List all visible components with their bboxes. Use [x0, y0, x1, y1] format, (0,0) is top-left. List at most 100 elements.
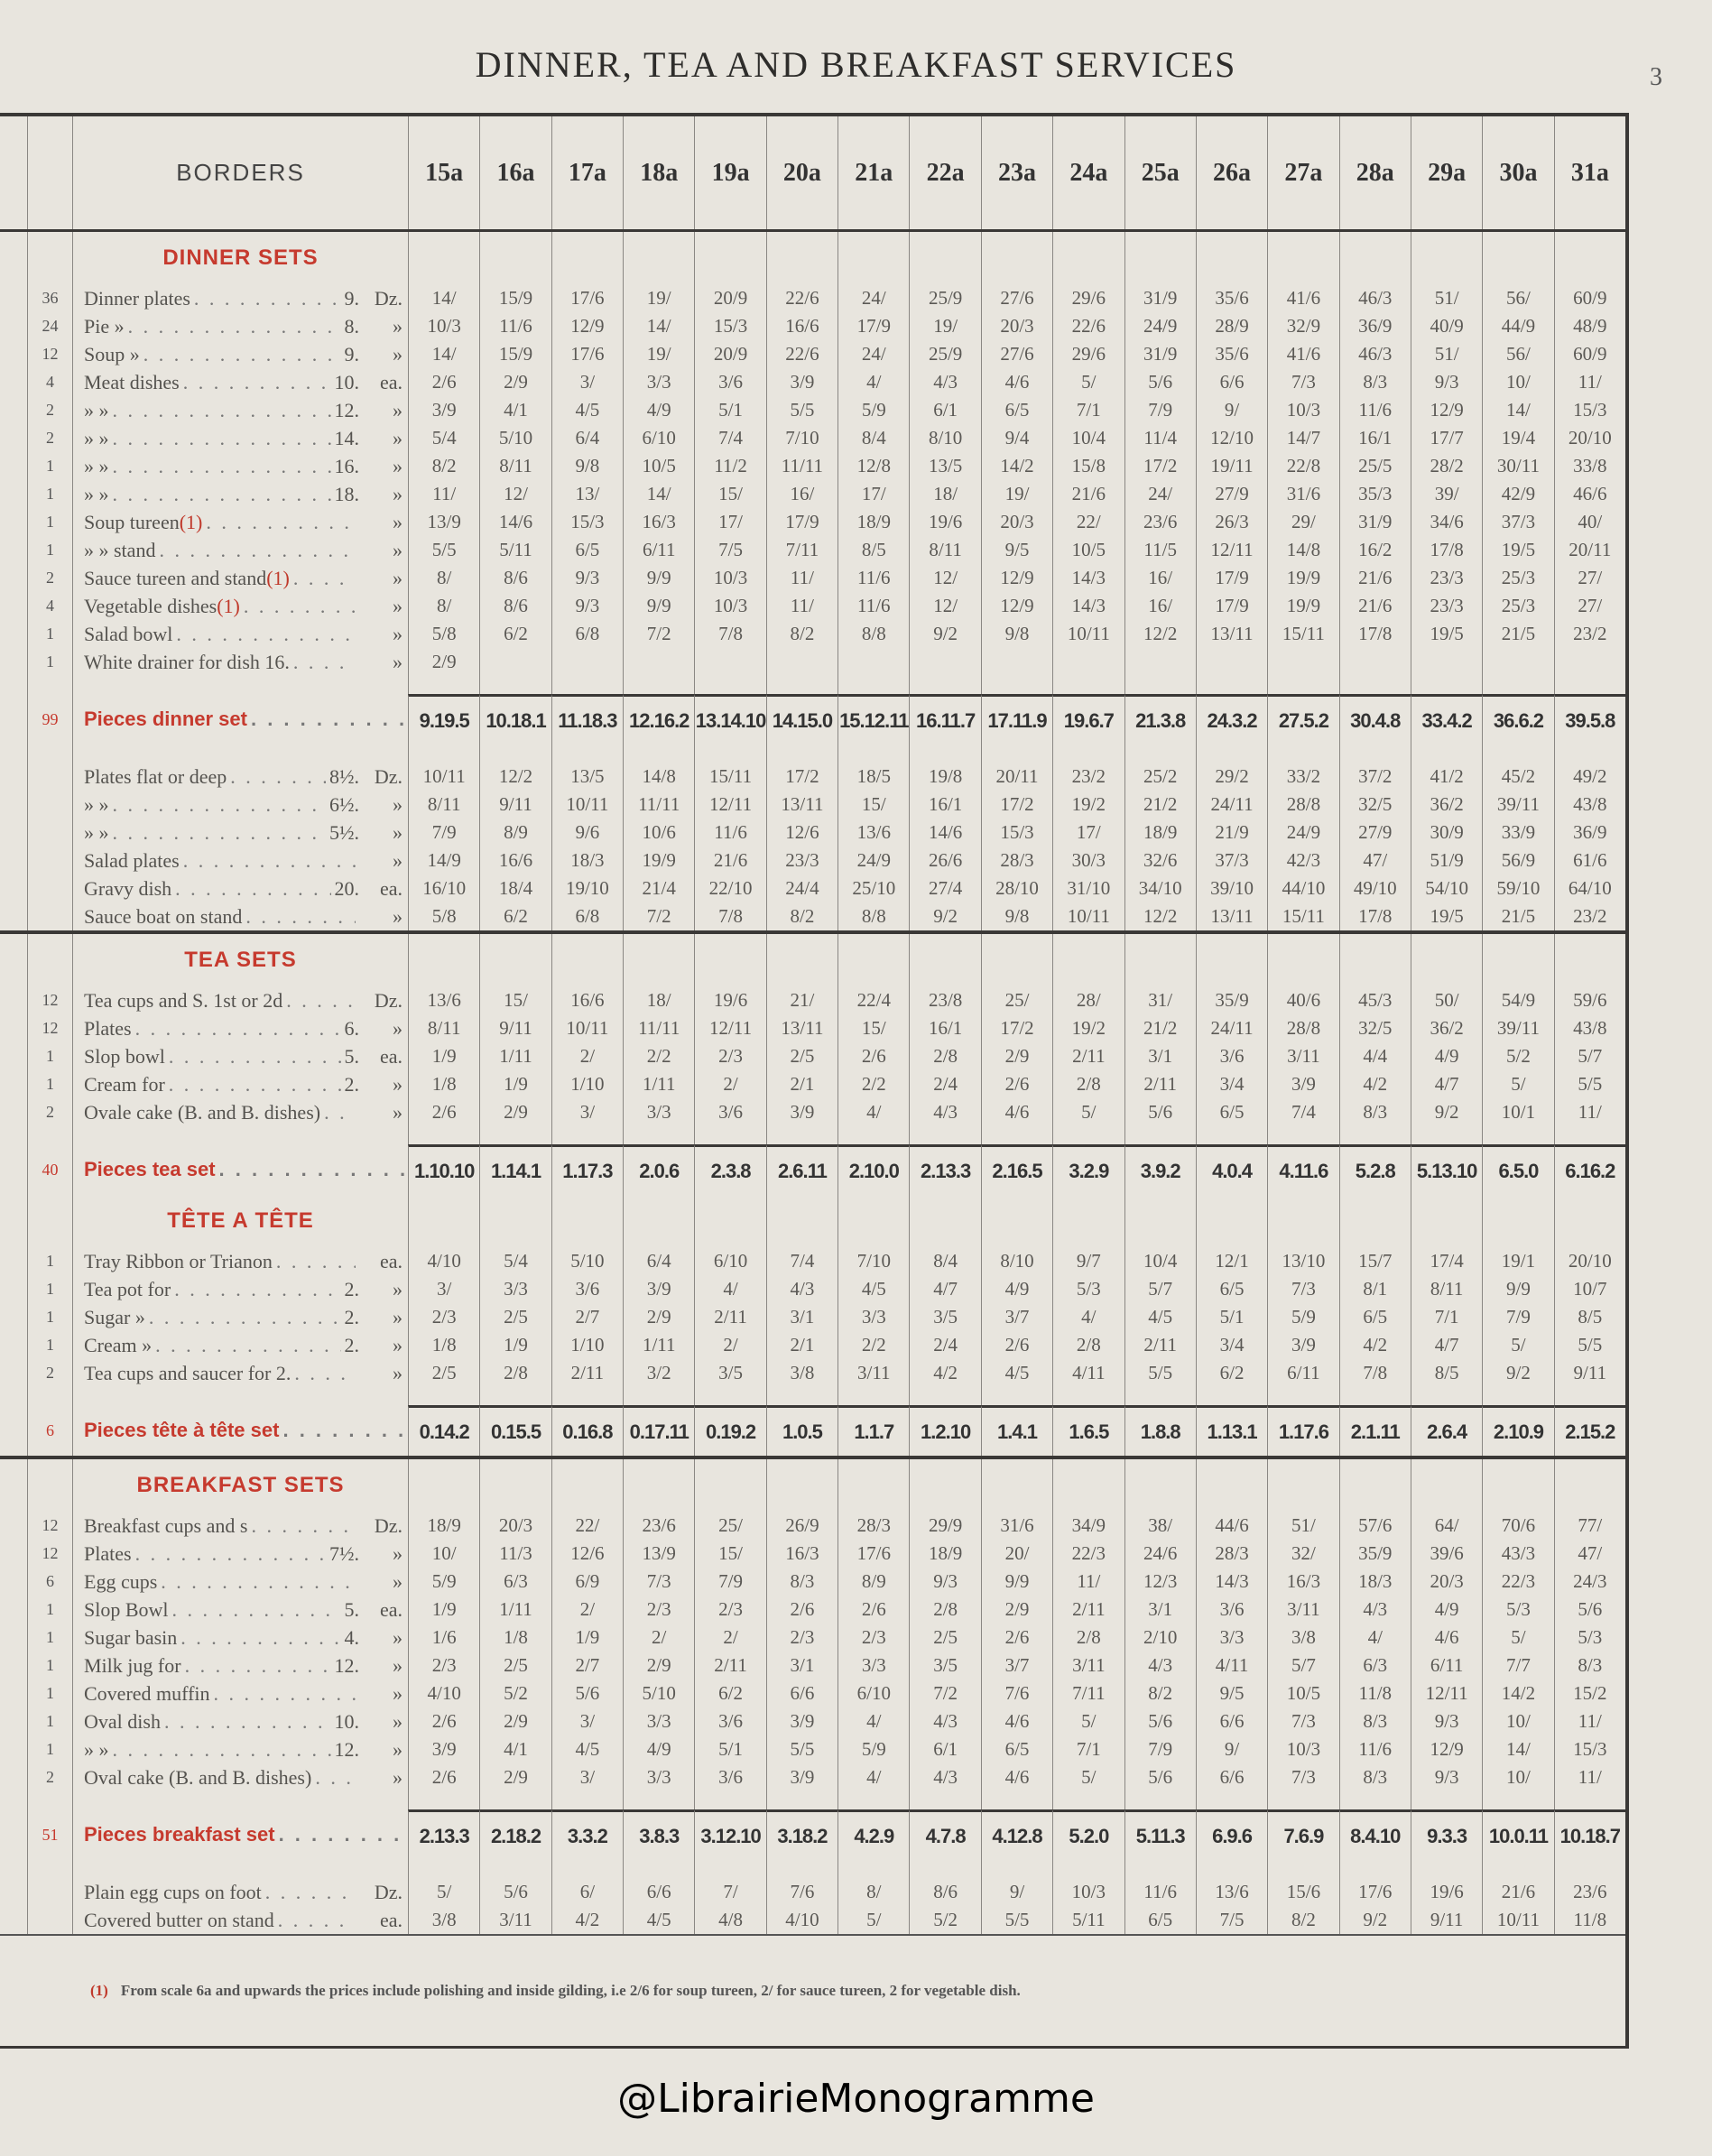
price-cell: 14/6 [909, 819, 980, 847]
edge-cell [0, 1878, 27, 1906]
item-label: Salad bowl . . . . . . . . . . . . . . .… [72, 620, 408, 648]
item-name: Sauce boat on stand [84, 904, 243, 928]
price-cell: 12/2 [1124, 620, 1196, 648]
empty-cell [1553, 1860, 1625, 1878]
empty-cell [623, 1126, 694, 1144]
column-header-25a: 25a [1124, 116, 1196, 229]
price-cell: 4/9 [980, 1275, 1052, 1303]
price-cell: 8/ [408, 564, 479, 592]
edge-cell [0, 396, 27, 424]
empty-cell [837, 1195, 909, 1247]
price-cell: 22/ [1052, 508, 1124, 536]
price-cell: 9/3 [1410, 1707, 1482, 1735]
price-cell: 6/11 [623, 536, 694, 564]
total-price-cell: 1.2.10 [909, 1405, 981, 1456]
total-price-cell: 6.9.6 [1195, 1809, 1268, 1860]
price-cell: 7/5 [694, 536, 765, 564]
empty-cell [837, 676, 909, 694]
empty-cell [1124, 1860, 1196, 1878]
empty-cell [694, 1387, 765, 1405]
price-cell: 7/2 [909, 1679, 980, 1707]
empty-cell [1267, 232, 1338, 284]
item-unit: » [393, 1625, 403, 1649]
quantity: 12 [27, 1512, 72, 1540]
empty-cell [27, 1387, 72, 1405]
total-price-cell: 1.0.5 [765, 1405, 838, 1456]
price-cell: 6/1 [909, 396, 980, 424]
item-name: Cream for [84, 1072, 165, 1096]
dot-leader: . . . . . . . . . . . . . . . . . . . . [245, 904, 356, 928]
price-cell: 2/9 [980, 1596, 1052, 1624]
price-cell: 3/3 [623, 1763, 694, 1791]
item-unit: ea. [379, 1044, 403, 1068]
quantity: 1 [27, 1707, 72, 1735]
footnote: (1) From scale 6a and upwards the prices … [90, 1982, 1021, 2000]
item-size: 8½. [329, 764, 359, 788]
empty-cell [980, 676, 1052, 694]
price-cell: 29/6 [1052, 284, 1124, 312]
item-size: 14. [334, 426, 360, 449]
item-unit: » [393, 538, 403, 561]
dot-leader: . . . . . . . . . . . . . . . . . . . . [286, 988, 356, 1012]
price-cell: 5/2 [1482, 1042, 1553, 1070]
price-cell: 4/ [837, 1098, 909, 1126]
price-cell: 33/8 [1553, 452, 1625, 480]
price-cell: 24/ [837, 340, 909, 368]
item-unit: » [393, 454, 403, 477]
price-cell: 1/8 [408, 1070, 479, 1098]
price-cell: 31/9 [1338, 508, 1411, 536]
dot-leader: . . . . . . . . . . . . . . . . . . . . [264, 1880, 356, 1903]
price-cell: 2/6 [980, 1070, 1052, 1098]
page-number: 3 [1650, 63, 1662, 91]
price-cell: 26/3 [1195, 508, 1267, 536]
item-name: Gravy dish [84, 876, 172, 900]
item-name: Oval cake (B. and B. dishes) [84, 1765, 312, 1789]
total-price-cell: 14.15.0 [765, 694, 838, 745]
item-name: Sauce tureen and stand [84, 566, 267, 589]
price-cell: 25/5 [1338, 452, 1411, 480]
price-cell: 12/ [479, 480, 551, 508]
empty-cell [408, 1459, 479, 1512]
price-cell: 4/2 [1338, 1070, 1411, 1098]
price-cell: 11/6 [1124, 1878, 1196, 1906]
price-cell: 32/5 [1338, 791, 1411, 819]
price-cell: 12/11 [694, 1014, 765, 1042]
price-cell: 12/11 [1195, 536, 1267, 564]
total-price-cell: 1.1.7 [837, 1405, 910, 1456]
price-cell: 15/3 [1553, 1735, 1625, 1763]
dot-leader: . . . . . . . . . . . . . . . . . . . . [277, 1908, 356, 1931]
empty-cell [27, 745, 72, 763]
price-cell: 70/6 [1482, 1512, 1553, 1540]
column-header-18a: 18a [623, 116, 694, 229]
empty-cell [1195, 745, 1267, 763]
price-cell: 17/8 [1338, 620, 1411, 648]
price-cell: 2/11 [1124, 1331, 1196, 1359]
item-name: Oval dish [84, 1709, 161, 1733]
price-cell: 25/2 [1124, 763, 1196, 791]
price-cell: 18/ [623, 986, 694, 1014]
price-cell: 40/6 [1267, 986, 1338, 1014]
item-size: 2. [344, 1305, 360, 1328]
price-cell: 22/8 [1267, 452, 1338, 480]
price-cell: 10/11 [551, 1014, 623, 1042]
price-cell: 11/2 [694, 452, 765, 480]
item-name: Cream » [84, 1333, 153, 1356]
price-cell: 12/11 [694, 791, 765, 819]
empty-cell [1338, 1387, 1411, 1405]
price-cell: 42/9 [1482, 480, 1553, 508]
edge-cell [0, 1512, 27, 1540]
empty-cell [479, 745, 551, 763]
quantity: 2 [27, 424, 72, 452]
empty-cell [1124, 1387, 1196, 1405]
price-cell: 3/5 [694, 1359, 765, 1387]
price-cell: 8/11 [408, 1014, 479, 1042]
empty-cell [1553, 934, 1625, 986]
quantity: 1 [27, 480, 72, 508]
price-cell [909, 648, 980, 676]
total-price-cell: 6.16.2 [1553, 1144, 1625, 1195]
quantity: 1 [27, 1624, 72, 1652]
